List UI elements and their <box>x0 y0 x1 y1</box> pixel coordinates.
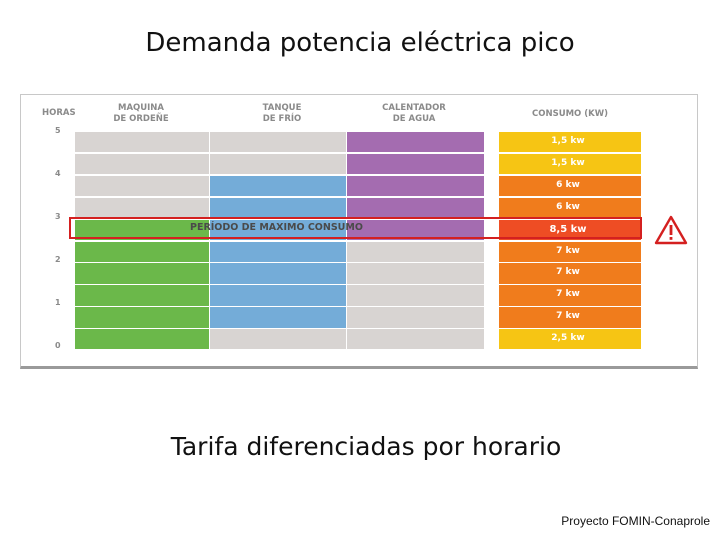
consumo-cell <box>498 328 642 351</box>
consumo-value: 6 kw <box>556 179 580 190</box>
consumo-value: 7 kw <box>556 267 580 278</box>
calentador-cell <box>346 152 485 176</box>
tanque-cell <box>209 284 347 307</box>
consumo-value: 6 kw <box>556 201 580 212</box>
calentador-cell <box>346 196 485 220</box>
maquina-cell <box>74 240 210 263</box>
tanque-cell <box>209 174 347 198</box>
calentador-cell <box>346 174 485 198</box>
maquina-cell <box>74 174 210 198</box>
hour-label: 0 <box>55 341 61 350</box>
consumo-cell <box>498 284 642 307</box>
header-horas: HORAS <box>42 108 76 118</box>
hour-label: 5 <box>55 126 61 135</box>
tanque-cell <box>209 328 347 351</box>
consumo-cell <box>498 262 642 285</box>
peak-period-label: PERÍODO DE MAXIMO CONSUMO <box>190 222 363 233</box>
calentador-cell <box>346 240 485 263</box>
consumo-cell <box>498 240 642 263</box>
header-maquina: MAQUINA DE ORDEÑE <box>113 103 169 124</box>
tanque-cell <box>209 306 347 329</box>
consumo-value: 7 kw <box>556 311 580 322</box>
calentador-cell <box>346 306 485 329</box>
consumo-value: 2,5 kw <box>551 333 585 344</box>
header-calentador: CALENTADOR DE AGUA <box>382 103 446 124</box>
slide-title: Demanda potencia eléctrica pico <box>145 28 575 58</box>
maquina-cell <box>74 284 210 307</box>
warning-triangle-icon <box>654 215 688 245</box>
consumo-value: 1,5 kw <box>551 157 585 168</box>
consumo-cell <box>498 152 642 176</box>
header-tanque: TANQUE DE FRÍO <box>262 103 302 124</box>
peak-period-highlight <box>69 217 642 239</box>
hour-label: 4 <box>55 169 61 178</box>
calentador-cell <box>346 131 485 154</box>
consumo-cell <box>498 306 642 329</box>
consumo-value: 7 kw <box>556 245 580 256</box>
consumo-value: 7 kw <box>556 289 580 300</box>
hour-label: 2 <box>55 255 61 264</box>
consumo-cell <box>498 131 642 154</box>
tanque-cell <box>209 196 347 220</box>
calentador-cell <box>346 328 485 351</box>
consumo-cell <box>498 174 642 198</box>
maquina-cell <box>74 306 210 329</box>
consumo-value: 8,5 kw <box>549 223 587 235</box>
maquina-cell <box>74 328 210 351</box>
calentador-cell <box>346 218 485 241</box>
tanque-cell <box>209 131 347 154</box>
maquina-cell <box>74 131 210 154</box>
footer-credit: Proyecto FOMIN-Conaprole <box>561 514 710 528</box>
header-consumo: CONSUMO (KW) <box>532 109 608 119</box>
consumo-value: 1,5 kw <box>551 136 585 146</box>
maquina-cell <box>74 262 210 285</box>
tanque-cell <box>209 152 347 176</box>
hour-label: 3 <box>55 212 61 221</box>
maquina-cell <box>74 196 210 220</box>
maquina-cell <box>74 152 210 176</box>
calentador-cell <box>346 284 485 307</box>
tanque-cell <box>209 240 347 263</box>
hour-label: 1 <box>55 298 61 307</box>
calentador-cell <box>346 262 485 285</box>
tanque-cell <box>209 262 347 285</box>
subtitle: Tarifa diferenciadas por horario <box>170 432 562 461</box>
